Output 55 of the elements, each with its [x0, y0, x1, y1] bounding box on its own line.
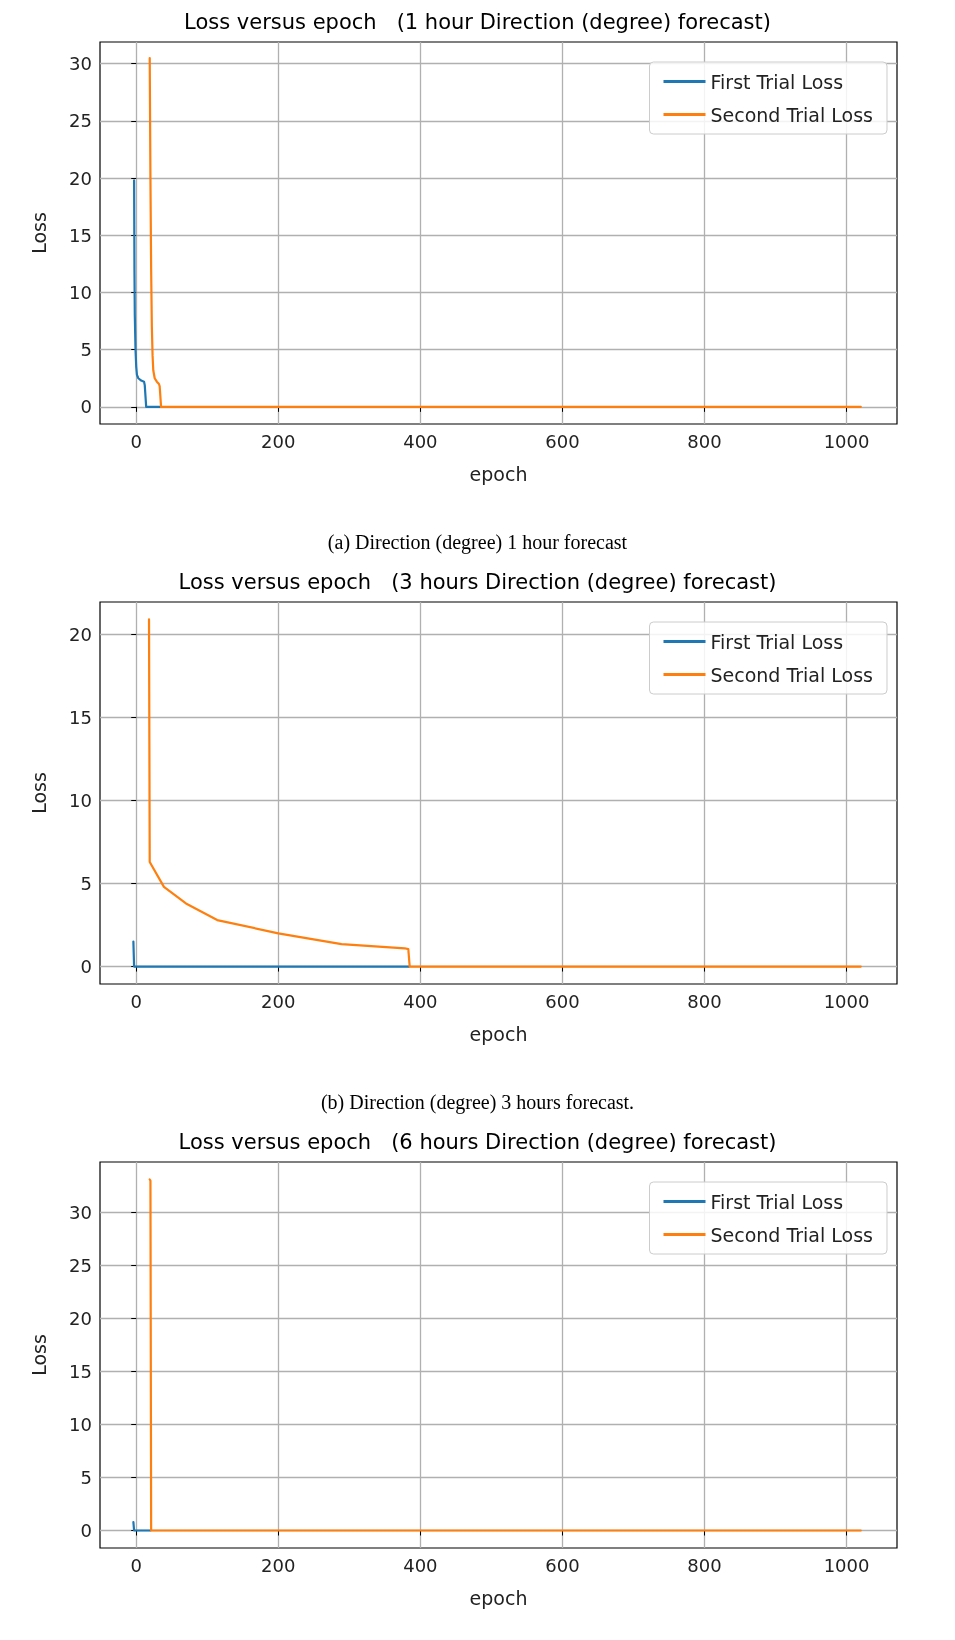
y-axis-title: Loss [27, 1334, 50, 1376]
x-tick-label: 0 [130, 1554, 142, 1576]
legend-label: Second Trial Loss [710, 103, 874, 126]
y-tick-label: 0 [80, 1520, 92, 1541]
y-axis-title: Loss [27, 772, 50, 814]
y-tick-label: 25 [69, 1254, 92, 1276]
y-tick-label: 20 [69, 167, 92, 189]
chart-title: Loss versus epoch (3 hours Direction (degree) forecast) [178, 569, 777, 594]
x-axis-title: epoch [469, 1586, 528, 1609]
x-axis-title: epoch [469, 1022, 528, 1045]
line-series [133, 179, 161, 408]
legend-label: First Trial Loss [710, 1190, 844, 1213]
y-axis-title: Loss [27, 212, 50, 254]
chart-title: Loss versus epoch (6 hours Direction (degree) forecast) [178, 1129, 777, 1154]
y-tick-label: 5 [80, 873, 92, 895]
x-tick-label: 400 [403, 990, 438, 1012]
x-tick-label: 200 [261, 430, 296, 452]
y-tick-label: 20 [69, 623, 92, 645]
x-tick-label: 0 [130, 990, 142, 1012]
y-tick-label: 5 [80, 1466, 92, 1488]
y-tick-label: 10 [69, 789, 92, 811]
y-tick-label: 30 [69, 53, 92, 75]
x-tick-label: 1000 [823, 1554, 870, 1576]
x-tick-label: 400 [403, 1554, 438, 1576]
legend-label: First Trial Loss [710, 70, 844, 93]
text: (b) Direction (degree) 3 hours forecast. [320, 1091, 635, 1114]
y-tick-label: 0 [80, 396, 92, 418]
x-tick-label: 0 [130, 430, 142, 452]
x-tick-label: 600 [545, 990, 580, 1012]
y-tick-label: 10 [69, 281, 92, 303]
y-tick-label: 30 [69, 1201, 92, 1223]
legend-label: Second Trial Loss [710, 1223, 874, 1246]
x-tick-label: 800 [687, 430, 722, 452]
y-tick-label: 10 [69, 1413, 92, 1435]
x-tick-label: 600 [545, 1554, 580, 1576]
x-tick-label: 200 [261, 1554, 296, 1576]
x-tick-label: 800 [687, 1554, 722, 1576]
x-tick-label: 200 [261, 990, 296, 1012]
text: (a) Direction (degree) 1 hour forecast [327, 531, 628, 554]
x-axis-title: epoch [469, 462, 528, 485]
y-tick-label: 15 [69, 706, 92, 728]
x-tick-label: 600 [545, 430, 580, 452]
x-tick-label: 1000 [823, 430, 870, 452]
x-tick-label: 1000 [823, 990, 870, 1012]
chart-title: Loss versus epoch (1 hour Direction (degree) forecast) [184, 9, 771, 34]
y-tick-label: 15 [69, 1360, 92, 1382]
y-tick-label: 15 [69, 224, 92, 246]
y-tick-label: 5 [80, 339, 92, 361]
legend-label: Second Trial Loss [710, 663, 874, 686]
x-tick-label: 400 [403, 430, 438, 452]
y-tick-label: 25 [69, 110, 92, 132]
x-tick-label: 800 [687, 990, 722, 1012]
y-tick-label: 0 [80, 956, 92, 978]
y-tick-label: 20 [69, 1307, 92, 1329]
legend-label: First Trial Loss [710, 630, 844, 653]
